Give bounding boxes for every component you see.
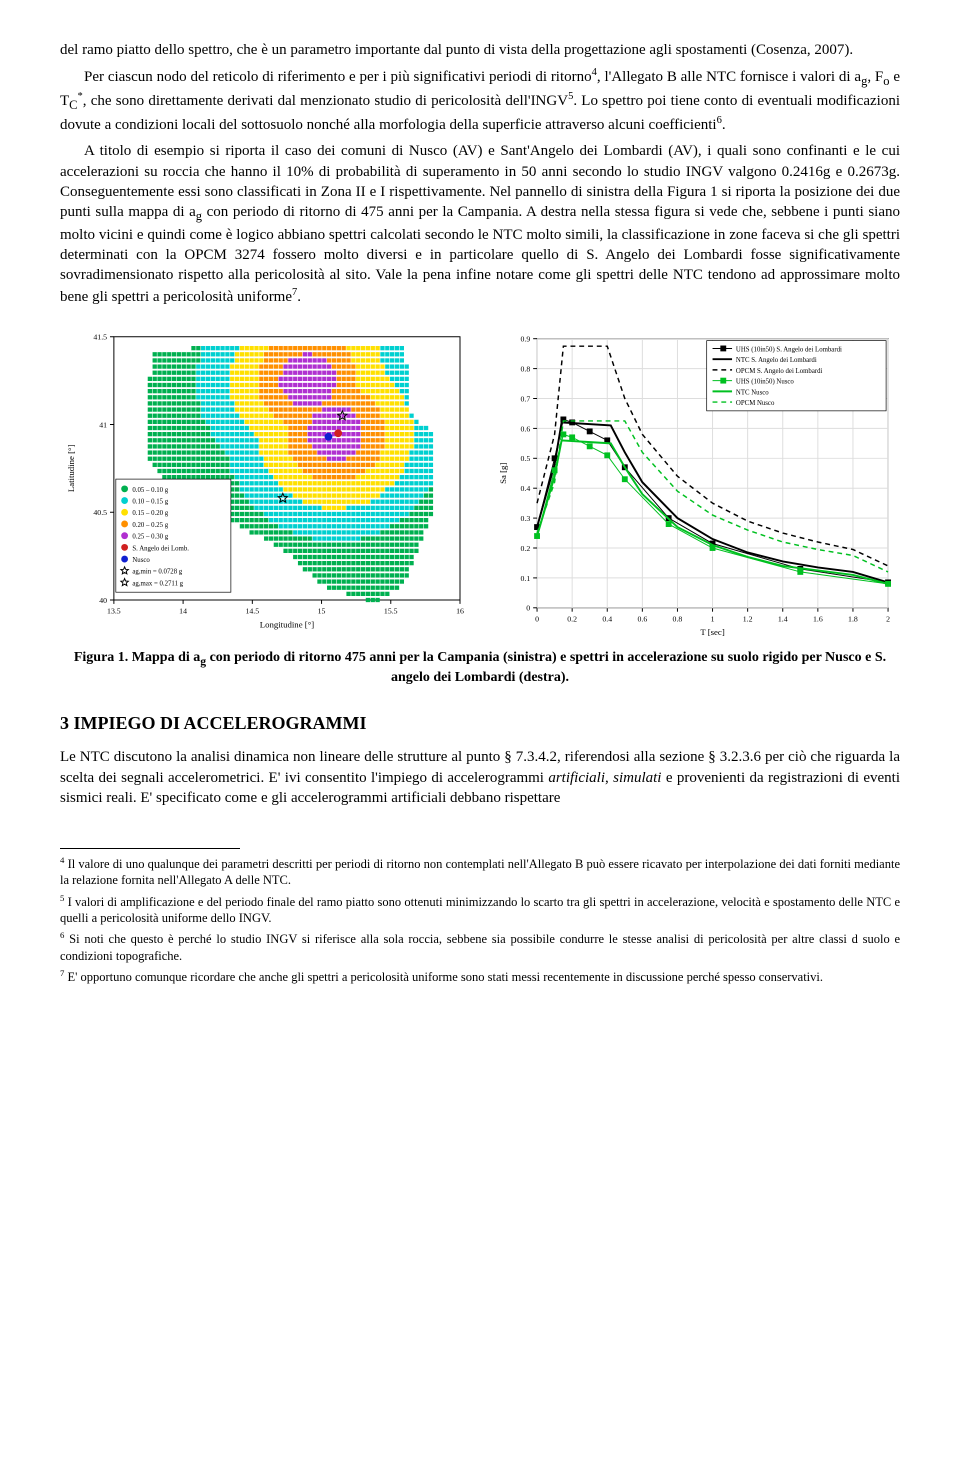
- svg-text:Latitudine [°]: Latitudine [°]: [66, 444, 76, 492]
- svg-text:0.15 – 0.20 g: 0.15 – 0.20 g: [132, 510, 168, 517]
- svg-text:Sa [g]: Sa [g]: [498, 462, 508, 483]
- svg-text:0.4: 0.4: [520, 484, 530, 493]
- svg-text:0.5: 0.5: [520, 454, 530, 463]
- svg-text:0.8: 0.8: [520, 364, 530, 373]
- figure-row: 13.5 14 14.5 15 15.5 16 40 40.5 41 41.5 Longitudin…: [60, 327, 900, 639]
- figure-caption: Figura 1. Mappa di ag con periodo di rit…: [60, 649, 900, 687]
- svg-text:1: 1: [711, 614, 715, 623]
- para-3: A titolo di esempio si riporta il caso d…: [60, 141, 900, 307]
- footnote-6: 6 Si noti che questo è perché lo studio …: [60, 930, 900, 964]
- svg-text:1.8: 1.8: [848, 614, 858, 623]
- para-2: Per ciascun nodo del reticolo di riferim…: [60, 66, 900, 135]
- svg-text:16: 16: [456, 607, 464, 616]
- svg-text:ag,min = 0.0728 g: ag,min = 0.0728 g: [132, 569, 182, 576]
- para-4: Le NTC discutono la analisi dinamica non…: [60, 747, 900, 808]
- svg-text:OPCM S. Angelo dei Lombardi: OPCM S. Angelo dei Lombardi: [736, 368, 823, 375]
- svg-text:0.9: 0.9: [520, 335, 530, 344]
- svg-text:0.10 – 0.15 g: 0.10 – 0.15 g: [132, 498, 168, 505]
- svg-text:1.2: 1.2: [743, 614, 753, 623]
- svg-text:NTC Nusco: NTC Nusco: [736, 389, 769, 396]
- map-figure: 13.5 14 14.5 15 15.5 16 40 40.5 41 41.5 Longitudin…: [60, 327, 470, 639]
- footnote-rule: [60, 848, 240, 849]
- svg-text:UHS (10in50) Nusco: UHS (10in50) Nusco: [736, 378, 794, 385]
- section-heading: 3 IMPIEGO DI ACCELEROGRAMMI: [60, 711, 900, 735]
- svg-text:40: 40: [99, 596, 107, 605]
- svg-text:0: 0: [535, 614, 539, 623]
- svg-text:14.5: 14.5: [245, 607, 259, 616]
- svg-text:0.7: 0.7: [520, 394, 530, 403]
- svg-text:S. Angelo dei Lomb.: S. Angelo dei Lomb.: [132, 545, 189, 552]
- svg-text:Longitudine [°]: Longitudine [°]: [260, 619, 314, 629]
- spectra-figure: 0 0.2 0.4 0.6 0.8 1 1.2 1.4 1.6 1.8 2 0 0.1 0.2 0.3 0.4…: [490, 327, 900, 639]
- footnote-4: 4 Il valore di uno qualunque dei paramet…: [60, 855, 900, 889]
- svg-text:UHS (10in50) S. Angelo dei Lom: UHS (10in50) S. Angelo dei Lombardi: [736, 346, 842, 353]
- footnote-5: 5 I valori di amplificazione e del perio…: [60, 893, 900, 927]
- svg-text:Nusco: Nusco: [132, 557, 150, 564]
- para-1: del ramo piatto dello spettro, che è un …: [60, 40, 900, 60]
- svg-text:0.6: 0.6: [637, 614, 647, 623]
- svg-text:0.2: 0.2: [520, 544, 530, 553]
- svg-text:0.3: 0.3: [520, 514, 530, 523]
- svg-text:41: 41: [99, 420, 107, 429]
- svg-text:1.6: 1.6: [813, 614, 823, 623]
- svg-text:0: 0: [526, 604, 530, 613]
- svg-text:41.5: 41.5: [93, 333, 107, 342]
- svg-text:ag,max = 0.2711 g: ag,max = 0.2711 g: [132, 580, 183, 587]
- svg-text:OPCM Nusco: OPCM Nusco: [736, 400, 775, 407]
- svg-text:0.6: 0.6: [520, 424, 530, 433]
- svg-text:0.20 – 0.25 g: 0.20 – 0.25 g: [132, 522, 168, 529]
- svg-text:NTC S. Angelo dei Lombardi: NTC S. Angelo dei Lombardi: [736, 357, 817, 364]
- svg-text:0.8: 0.8: [673, 614, 683, 623]
- footnote-7: 7 E' opportuno comunque ricordare che an…: [60, 968, 900, 985]
- svg-text:1.4: 1.4: [778, 614, 788, 623]
- svg-text:13.5: 13.5: [107, 607, 121, 616]
- svg-text:0.4: 0.4: [602, 614, 612, 623]
- svg-text:0.05 – 0.10 g: 0.05 – 0.10 g: [132, 487, 168, 494]
- svg-text:0.2: 0.2: [567, 614, 577, 623]
- svg-text:15.5: 15.5: [384, 607, 398, 616]
- svg-text:2: 2: [886, 614, 890, 623]
- svg-text:40.5: 40.5: [93, 508, 107, 517]
- svg-text:0.25 – 0.30 g: 0.25 – 0.30 g: [132, 533, 168, 540]
- svg-text:T [sec]: T [sec]: [700, 627, 724, 637]
- svg-text:14: 14: [179, 607, 187, 616]
- svg-text:15: 15: [318, 607, 326, 616]
- svg-text:0.1: 0.1: [520, 574, 530, 583]
